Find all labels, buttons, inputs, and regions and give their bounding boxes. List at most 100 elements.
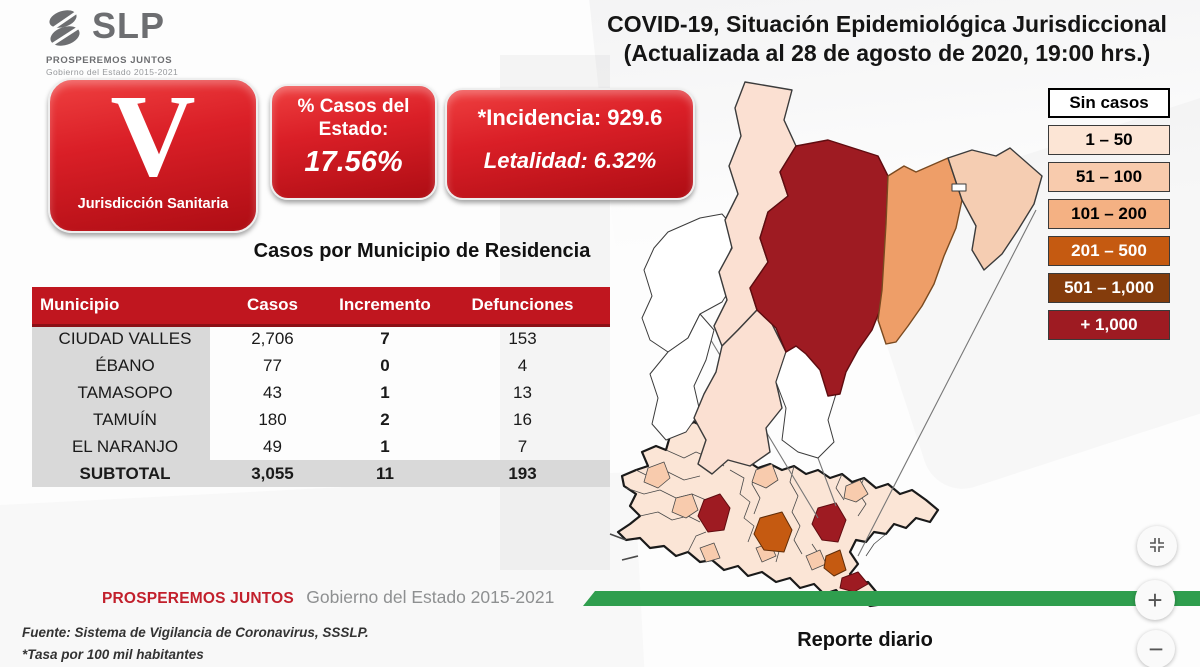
subtotal-row: SUBTOTAL 3,055 11 193 xyxy=(32,460,610,487)
state-percentage-value: 17.56% xyxy=(304,146,403,178)
map-region-neighbor-white-lower xyxy=(649,313,715,441)
cell-municipio: ÉBANO xyxy=(32,352,210,379)
table-row: TAMASOPO 43 1 13 xyxy=(32,379,610,406)
state-region-south-tip xyxy=(839,571,869,593)
map-region-tamuin xyxy=(877,157,963,345)
cell-casos: 2,706 xyxy=(251,329,294,349)
cell-incremento: 1 xyxy=(380,436,390,456)
state-region-south-orange xyxy=(823,549,847,577)
table-row: CIUDAD VALLES 2,706 7 153 xyxy=(32,325,610,352)
state-region-matehuala xyxy=(721,423,753,459)
subtotal-label: SUBTOTAL xyxy=(32,460,210,487)
source-note: Fuente: Sistema de Vigilancia de Coronav… xyxy=(22,625,369,640)
incidence-box: *Incidencia: 929.6 Letalidad: 6.32% xyxy=(445,88,695,200)
legend-item: 101 – 200 xyxy=(1048,199,1170,229)
legend-item: 201 – 500 xyxy=(1048,236,1170,266)
legend-item: 51 – 100 xyxy=(1048,162,1170,192)
jurisdiction-letter: V xyxy=(110,70,196,201)
column-header-incremento: Incremento xyxy=(335,287,435,327)
slp-leaf-icon xyxy=(46,8,88,53)
subtotal-casos: 3,055 xyxy=(210,460,335,487)
column-header-casos: Casos xyxy=(210,287,335,327)
page-title: COVID-19, Situación Epidemiológica Juris… xyxy=(578,10,1196,68)
map-region-tamasopo xyxy=(693,309,787,475)
title-line-2: (Actualizada al 28 de agosto de 2020, 19… xyxy=(623,40,1151,66)
cell-casos: 180 xyxy=(258,409,287,429)
cell-casos: 43 xyxy=(263,382,282,402)
cell-defunciones: 13 xyxy=(513,382,532,402)
cell-municipio: TAMASOPO xyxy=(32,379,210,406)
cell-defunciones: 16 xyxy=(513,409,532,429)
state-region-capital xyxy=(697,493,731,533)
table-row: ÉBANO 77 0 4 xyxy=(32,352,610,379)
state-percentage-title: % Casos del Estado: xyxy=(297,96,410,140)
cell-incremento: 2 xyxy=(380,409,390,429)
rate-note: *Tasa por 100 mil habitantes xyxy=(22,647,204,662)
subtotal-defunciones: 193 xyxy=(435,460,610,487)
cell-municipio: EL NARANJO xyxy=(32,433,210,460)
cell-casos: 49 xyxy=(263,436,282,456)
legend-item-label: 101 – 200 xyxy=(1071,204,1147,223)
map-region-el-naranjo xyxy=(713,81,797,347)
cell-municipio: TAMUÍN xyxy=(32,406,210,433)
slp-logo-text: SLP xyxy=(92,5,166,46)
state-municipal-borders xyxy=(609,425,887,569)
legend-item: + 1,000 xyxy=(1048,310,1170,340)
footer-brand-motto: PROSPEREMOS JUNTOS xyxy=(102,590,294,607)
state-percentage-box: % Casos del Estado: 17.56% xyxy=(270,84,437,200)
state-outline xyxy=(616,386,940,608)
cell-defunciones: 4 xyxy=(517,355,528,375)
jurisdiction-badge: V Jurisdicción Sanitaria xyxy=(48,70,258,233)
footer-brand-government: Gobierno del Estado 2015-2021 xyxy=(306,587,555,607)
column-header-municipio: Municipio xyxy=(32,287,210,327)
incidence-value: *Incidencia: 929.6 xyxy=(477,105,663,130)
legend-item-label: Sin casos xyxy=(1069,93,1149,112)
map-notch xyxy=(951,183,967,192)
column-header-defunciones: Defunciones xyxy=(435,287,610,327)
map-region-ciudad-valles xyxy=(749,139,891,397)
subtotal-incremento: 11 xyxy=(335,460,435,487)
slp-logo: SLP PROSPEREMOS JUNTOS Gobierno del Esta… xyxy=(46,5,179,78)
cell-defunciones: 7 xyxy=(517,436,528,456)
zoom-in-button[interactable]: + xyxy=(1135,580,1175,620)
table-title: Casos por Municipio de Residencia xyxy=(253,240,591,262)
zoom-callout-lines xyxy=(699,209,1037,557)
table-header-row: Municipio Casos Incremento Defunciones xyxy=(32,287,610,327)
title-line-1: COVID-19, Situación Epidemiológica Juris… xyxy=(607,11,1167,37)
map-region-neighbor-white-bottom xyxy=(775,343,837,459)
zoom-out-button[interactable]: − xyxy=(1137,630,1175,667)
cell-incremento: 7 xyxy=(380,329,390,349)
map-region-ebano xyxy=(947,147,1043,271)
daily-report-label: Reporte diario xyxy=(797,629,933,651)
jurisdiction-label: Jurisdicción Sanitaria xyxy=(77,196,229,212)
state-map xyxy=(609,386,940,608)
legend-item: Sin casos xyxy=(1048,88,1170,118)
legend-item-label: 1 – 50 xyxy=(1085,130,1133,149)
green-accent-bar xyxy=(583,591,1200,606)
state-region-rioverde xyxy=(753,511,793,553)
cell-casos: 77 xyxy=(263,355,282,375)
table-row: TAMUÍN 180 2 16 xyxy=(32,406,610,433)
cell-incremento: 1 xyxy=(380,382,390,402)
legend-item-label: + 1,000 xyxy=(1080,315,1138,334)
legend-item: 1 – 50 xyxy=(1048,125,1170,155)
cases-table: Municipio Casos Incremento Defunciones C… xyxy=(32,287,610,487)
jurisdiction-map xyxy=(641,81,1043,475)
legend-item-label: 501 – 1,000 xyxy=(1064,278,1154,297)
lethality-value: Letalidad: 6.32% xyxy=(483,148,657,173)
fit-to-screen-button[interactable] xyxy=(1137,526,1177,566)
logo-government: Gobierno del Estado 2015-2021 xyxy=(46,67,179,77)
fit-to-screen-icon xyxy=(1148,536,1166,557)
map-legend: Sin casos 1 – 50 51 – 100 101 – 200 201 … xyxy=(1048,88,1170,347)
cell-municipio: CIUDAD VALLES xyxy=(32,325,210,352)
legend-item-label: 201 – 500 xyxy=(1071,241,1147,260)
cell-incremento: 0 xyxy=(380,355,390,375)
legend-item-label: 51 – 100 xyxy=(1075,167,1143,186)
footer-brand: PROSPEREMOS JUNTOS Gobierno del Estado 2… xyxy=(102,587,554,608)
map-region-neighbor-white-upper xyxy=(641,213,739,353)
legend-item: 501 – 1,000 xyxy=(1048,273,1170,303)
cell-defunciones: 153 xyxy=(508,329,537,349)
state-region-ciudad-valles xyxy=(811,502,847,543)
logo-motto: PROSPEREMOS JUNTOS xyxy=(46,55,173,66)
